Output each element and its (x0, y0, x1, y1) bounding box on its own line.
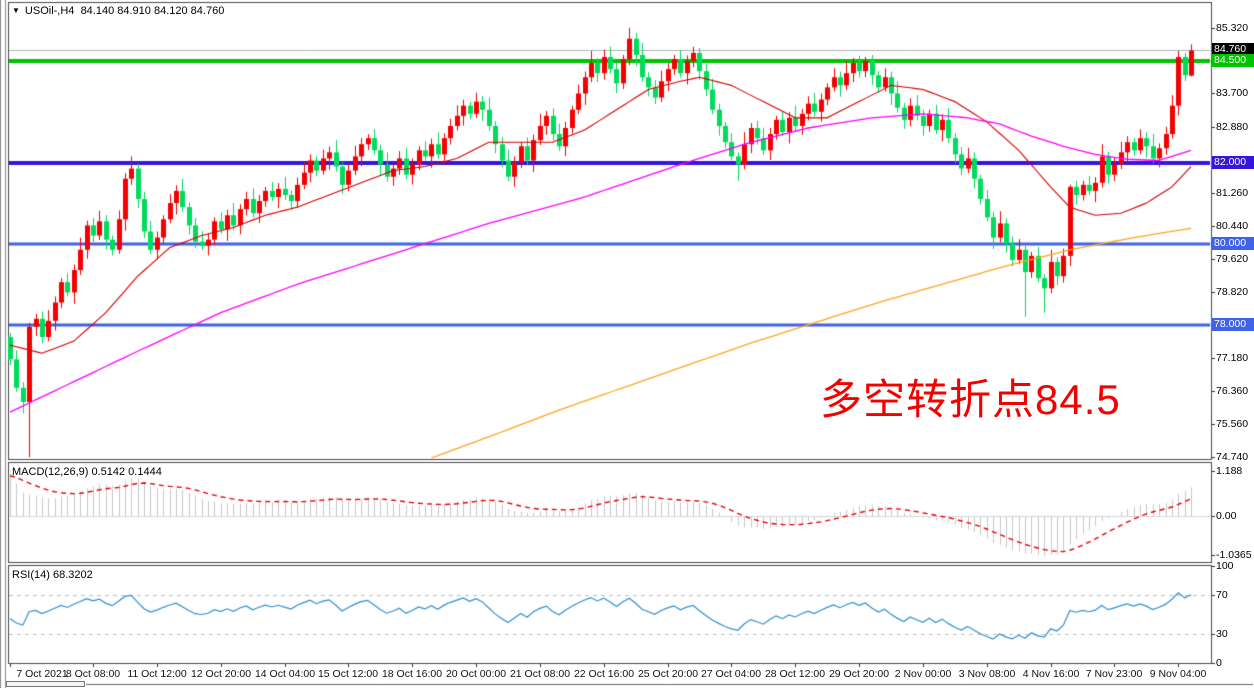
rsi-axis-label: 0 (1216, 657, 1222, 670)
rsi-axis-label: 30 (1216, 628, 1228, 640)
time-axis-label: 15 Oct 12:00 (317, 668, 379, 680)
symbol-timeframe-label: USOil-,H4 (24, 5, 75, 17)
price-axis-label: 74.740 (1216, 451, 1249, 464)
price-axis-label: 78.820 (1216, 285, 1249, 298)
time-axis-label: 3 Nov 08:00 (958, 668, 1016, 680)
chart-title-bar: ▼ USOil-,H4 84.140 84.910 84.120 84.760 (12, 5, 224, 17)
price-level-box: 78.000 (1212, 317, 1254, 331)
time-axis-label: 12 Oct 20:00 (190, 668, 252, 680)
price-axis-label: 79.620 (1216, 253, 1249, 266)
time-axis-label: 4 Nov 16:00 (1022, 668, 1080, 680)
price-level-box: 84.500 (1212, 54, 1254, 68)
price-level-box: 80.000 (1212, 236, 1254, 250)
time-axis-label: 2 Nov 00:00 (894, 668, 952, 680)
time-axis-label: 18 Oct 16:00 (381, 668, 443, 680)
rsi-axis-label: 100 (1216, 559, 1234, 572)
price-axis-label: 83.700 (1216, 87, 1249, 100)
text-annotation: 多空转折点84.5 (820, 376, 1121, 423)
time-axis-label: 7 Oct 2021 (16, 668, 68, 680)
time-axis-label: 29 Oct 20:00 (828, 668, 890, 680)
time-axis-label: 11 Oct 12:00 (127, 668, 187, 680)
time-axis-label: 22 Oct 16:00 (573, 668, 635, 680)
time-axis-label: 25 Oct 20:00 (637, 668, 699, 680)
price-axis-label: 77.180 (1216, 352, 1249, 365)
price-axis-label: 82.880 (1216, 120, 1249, 133)
time-axis-label: 20 Oct 00:00 (445, 668, 507, 680)
macd-indicator-label: MACD(12,26,9) 0.5142 0.1444 (12, 466, 162, 478)
macd-axis-label: -1.0365 (1216, 549, 1252, 562)
time-axis-label: 28 Oct 12:00 (764, 668, 826, 680)
price-axis-label: 80.440 (1216, 219, 1249, 232)
price-axis-label: 85.320 (1216, 21, 1249, 34)
time-axis-label: 21 Oct 08:00 (509, 668, 571, 680)
time-axis-label: 27 Oct 04:00 (700, 668, 762, 680)
price-axis-label: 75.560 (1216, 417, 1249, 430)
time-axis-label: 8 Oct 08:00 (65, 668, 121, 680)
time-axis-label: 9 Nov 04:00 (1149, 668, 1207, 680)
symbol-dropdown-icon[interactable]: ▼ (12, 6, 20, 15)
price-level-box: 84.760 (1212, 43, 1254, 57)
time-axis-label: 14 Oct 04:00 (254, 668, 316, 680)
horizontal-scrollbar-thumb[interactable] (6, 681, 85, 687)
time-axis-label: 7 Nov 23:00 (1085, 668, 1143, 680)
macd-axis-label: 1.188 (1216, 464, 1243, 477)
macd-axis-label: 0.00 (1216, 510, 1237, 522)
rsi-indicator-label: RSI(14) 68.3202 (12, 569, 93, 581)
price-axis-label: 81.260 (1216, 186, 1249, 199)
rsi-axis-label: 70 (1216, 589, 1228, 601)
ohlc-readout: 84.140 84.910 84.120 84.760 (80, 5, 225, 17)
price-axis-label: 76.360 (1216, 385, 1249, 398)
price-level-box: 82.000 (1212, 155, 1254, 169)
